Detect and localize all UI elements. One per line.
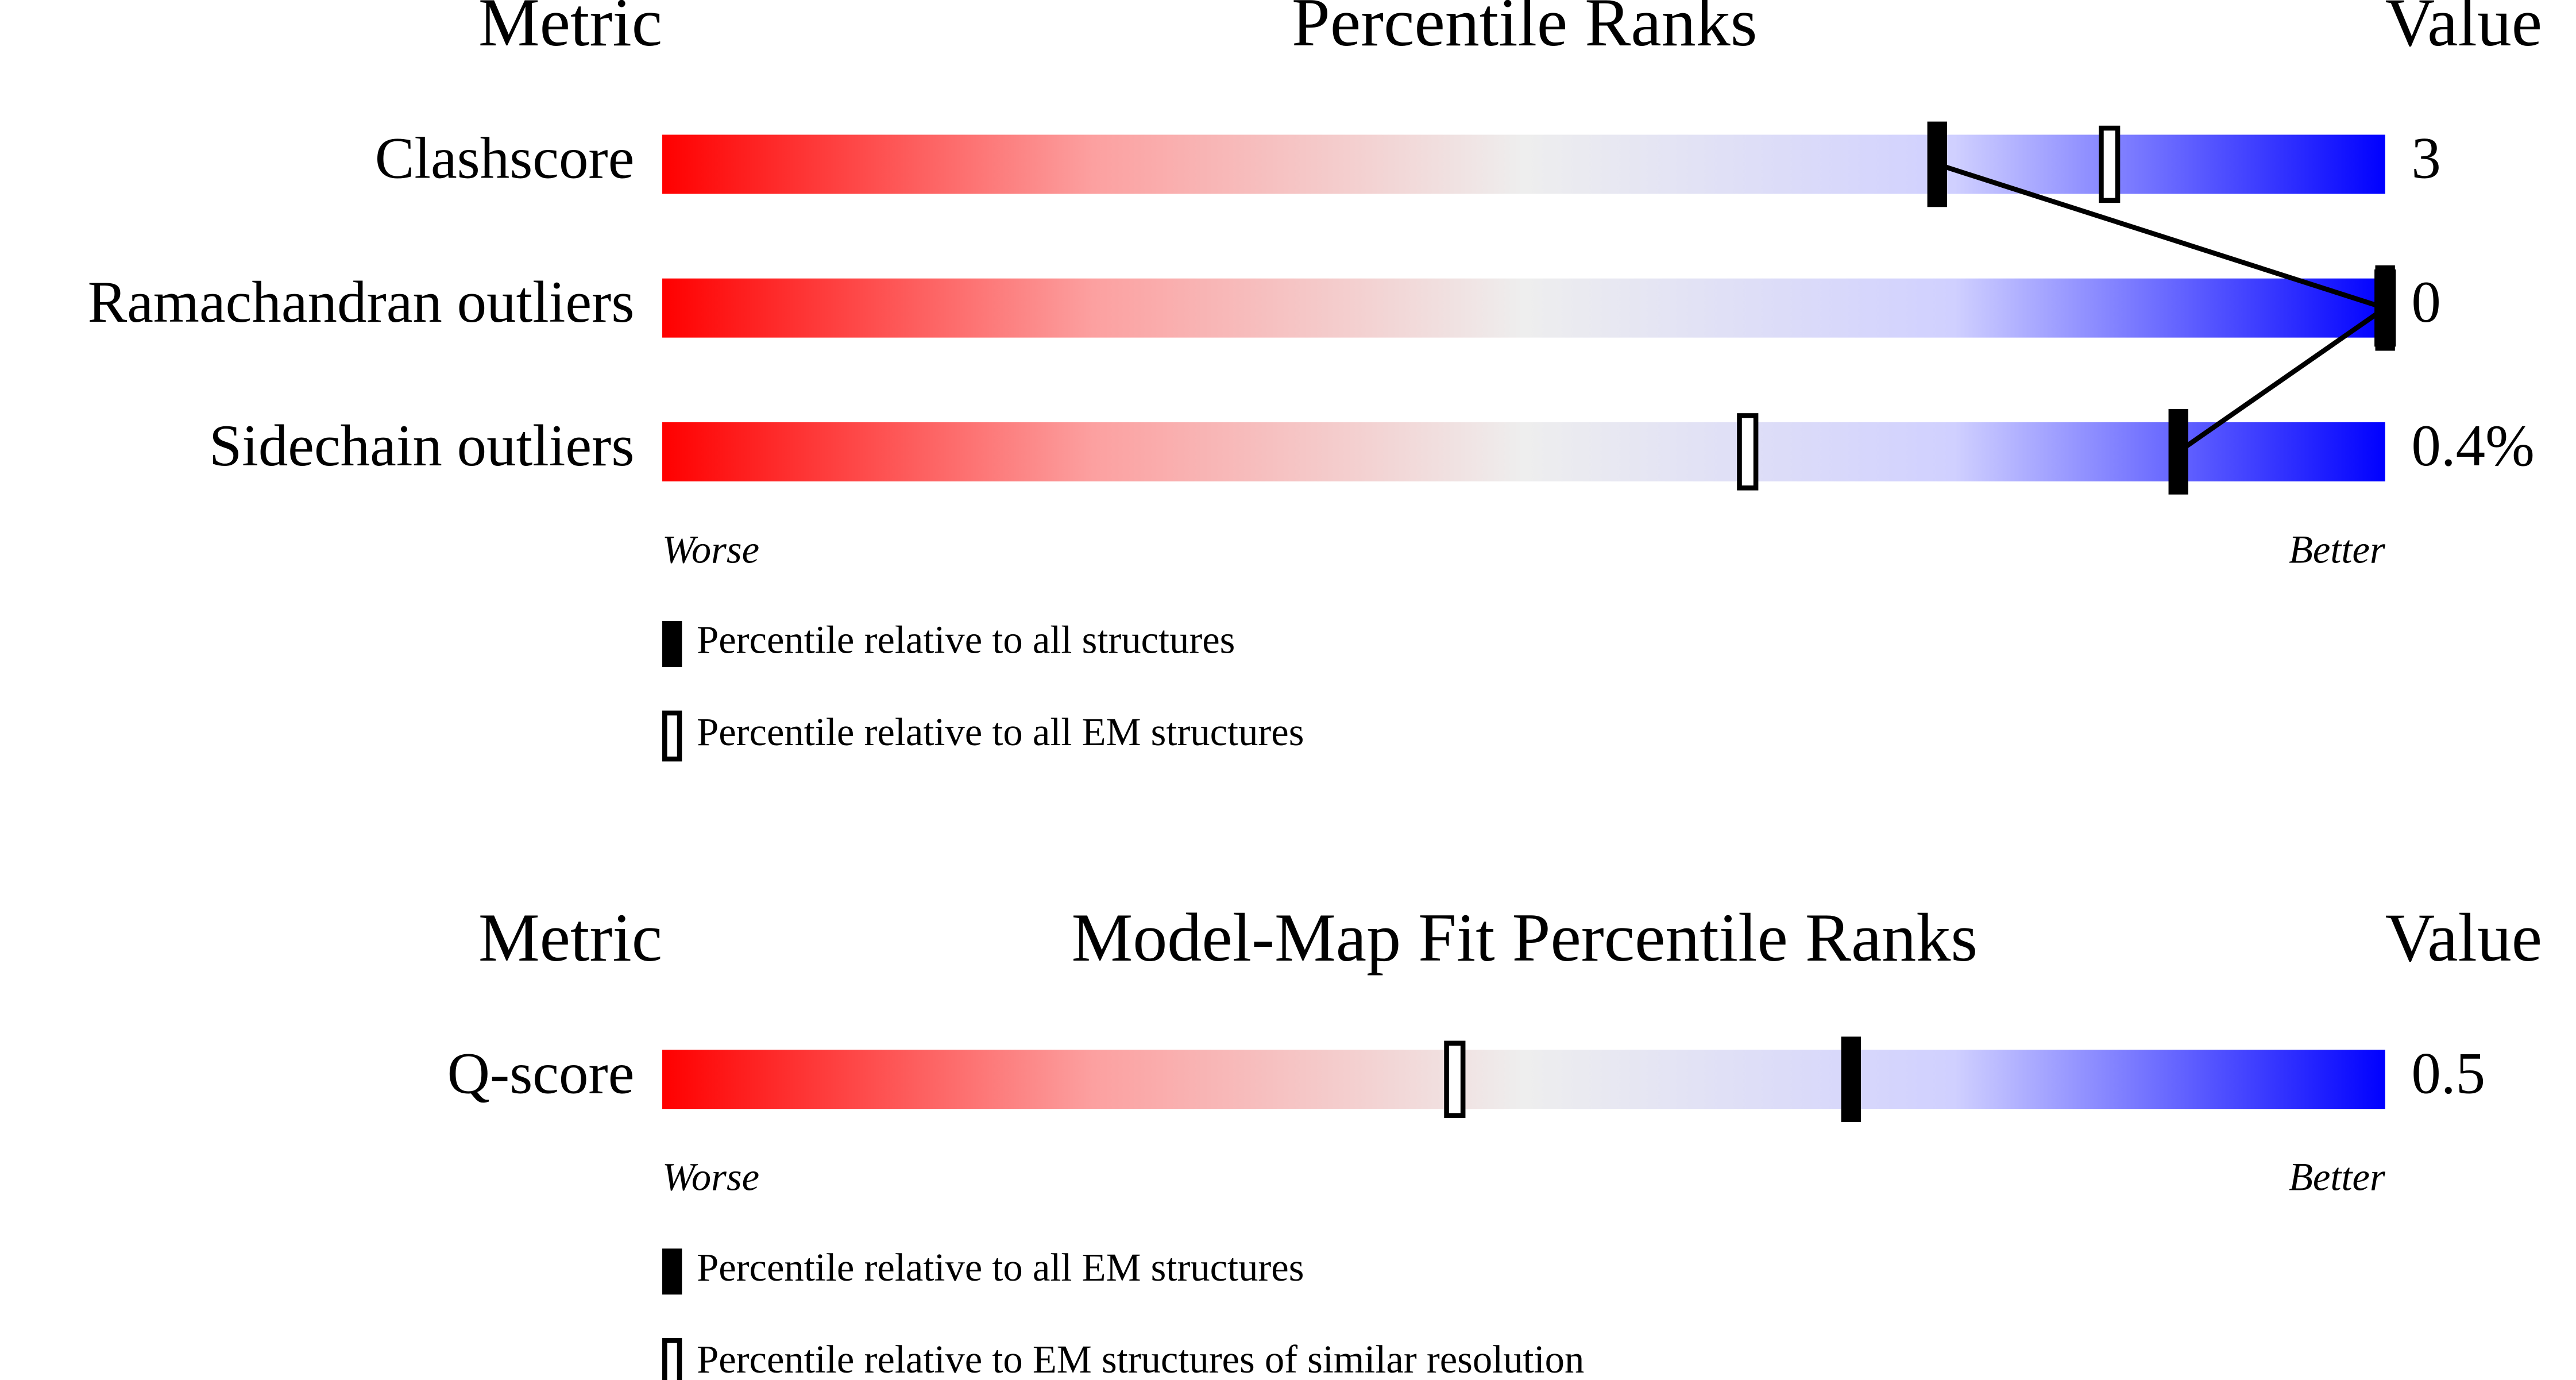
legend-label: Percentile relative to EM structures of … (697, 1337, 1584, 1380)
value-label: 0.5 (2411, 1040, 2485, 1106)
marker-filled (1927, 121, 1947, 207)
gradient-bar (662, 1050, 2385, 1109)
gradient-bar (662, 134, 2385, 194)
better-label: Better (2289, 527, 2385, 571)
marker-filled (2168, 409, 2188, 495)
legend-label: Percentile relative to all EM structures (697, 710, 1304, 754)
marker-filled (2375, 265, 2395, 351)
legend-label: Percentile relative to all EM structures (697, 1246, 1304, 1289)
marker-hollow (2099, 125, 2121, 203)
worse-label: Worse (662, 1155, 759, 1199)
better-label: Better (2289, 1155, 2385, 1199)
value-label: 3 (2411, 126, 2440, 191)
marker-hollow (1737, 413, 1759, 491)
value-label: 0.4% (2411, 413, 2534, 479)
worse-label: Worse (662, 527, 759, 571)
legend-label: Percentile relative to all structures (697, 618, 1235, 662)
value-label: 0 (2411, 269, 2440, 335)
legend-swatch (662, 620, 682, 667)
legend-swatch (662, 1248, 682, 1295)
legend-swatch (662, 710, 682, 762)
metric-label: Ramachandran outliers (88, 269, 635, 335)
marker-hollow (1444, 1040, 1466, 1118)
chart-title: Percentile Ranks (1292, 0, 1757, 60)
metric-label: Sidechain outliers (209, 413, 634, 479)
metric-label: Clashscore (375, 126, 635, 191)
header-metric: Metric (478, 0, 662, 60)
legend-swatch (662, 1338, 682, 1380)
header-value: Value (2385, 899, 2542, 976)
metric-label: Q-score (447, 1040, 635, 1106)
chart-title: Model-Map Fit Percentile Ranks (1071, 899, 1978, 976)
header-metric: Metric (478, 899, 662, 976)
header-value: Value (2385, 0, 2542, 60)
gradient-bar (662, 422, 2385, 481)
marker-filled (1841, 1036, 1861, 1123)
gradient-bar (662, 278, 2385, 338)
